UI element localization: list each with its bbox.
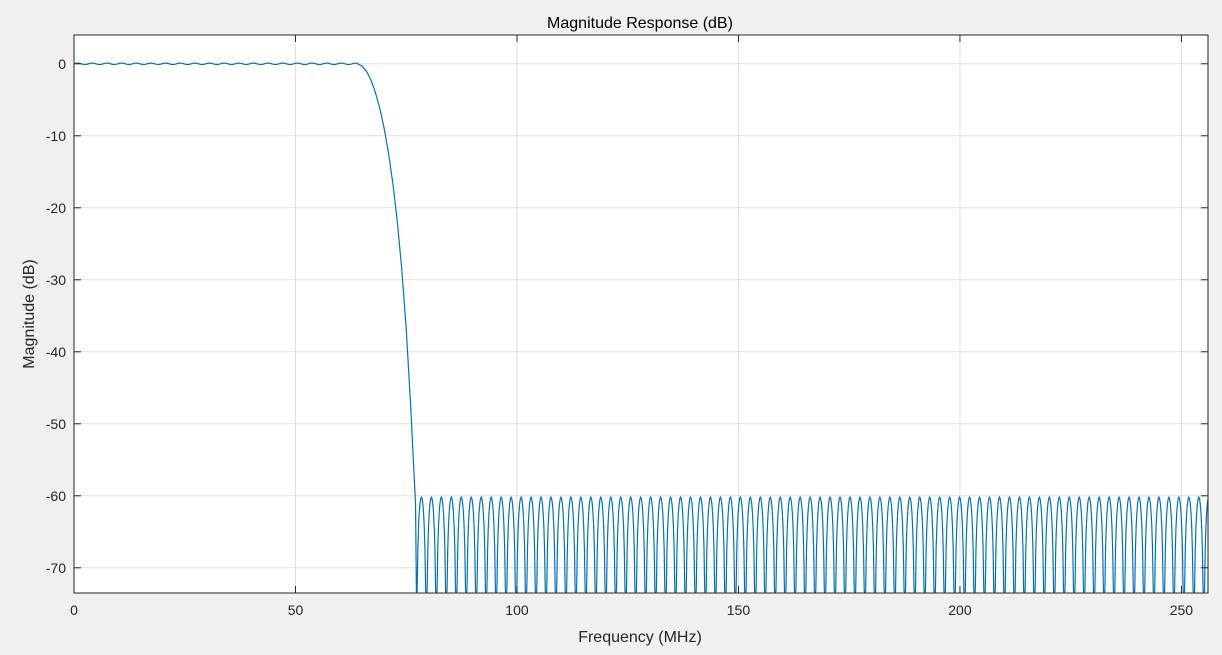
- y-tick-label: -50: [46, 416, 66, 432]
- x-tick-label: 100: [505, 602, 529, 618]
- y-tick-label: -30: [46, 272, 66, 288]
- ticks: 0 50 100 150 200 250 0 -10 -20 -30 -40 -50 -60 -70: [46, 35, 1208, 618]
- x-tick-label: 250: [1170, 602, 1194, 618]
- x-axis-title: Frequency (MHz): [578, 629, 702, 646]
- y-tick-label: -70: [46, 560, 66, 576]
- x-tick-label: 0: [70, 602, 78, 618]
- series-group: [74, 62, 1208, 593]
- y-tick-label: 0: [58, 56, 66, 72]
- x-tick-label: 200: [948, 602, 972, 618]
- grid: [73, 35, 1208, 593]
- series-line: [74, 62, 1208, 593]
- x-tick-label: 150: [727, 602, 751, 618]
- x-tick-label: 50: [288, 602, 304, 618]
- y-axis-title: Magnitude (dB): [21, 259, 38, 368]
- y-tick-label: -20: [46, 200, 66, 216]
- y-tick-label: -60: [46, 488, 66, 504]
- y-tick-label: -10: [46, 128, 66, 144]
- axes-box: [73, 34, 1209, 594]
- y-tick-label: -40: [46, 344, 66, 360]
- chart-title: Magnitude Response (dB): [547, 15, 733, 32]
